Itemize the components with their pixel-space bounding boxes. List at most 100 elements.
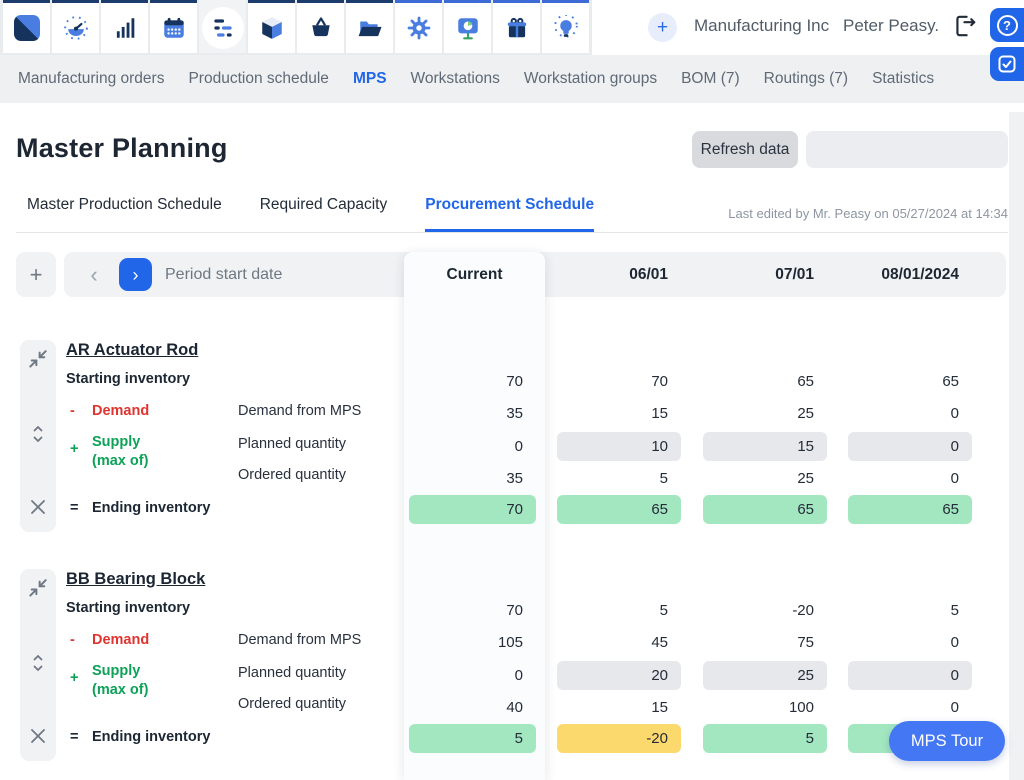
reorder-handle-icon[interactable] (26, 422, 50, 446)
remove-row-icon[interactable] (26, 496, 50, 520)
ordered-quantity-label: Ordered quantity (238, 467, 347, 483)
logout-icon[interactable] (951, 13, 979, 41)
demand-mps-value: 35 (506, 405, 523, 422)
app-tile-dashboard[interactable] (52, 0, 99, 53)
planned-quantity-label: Planned quantity (238, 665, 347, 681)
planned-quantity-input[interactable]: 15 (703, 432, 827, 461)
starting-inventory-label: Starting inventory (66, 371, 191, 387)
lightbulb-icon (553, 15, 579, 41)
collapse-icon[interactable] (26, 349, 50, 373)
tab-procurement-schedule[interactable]: Procurement Schedule (425, 196, 595, 232)
product-section-bb-bearing-block: BB Bearing Block Starting inventory - De… (0, 569, 1024, 764)
ordered-quantity-value: 35 (506, 470, 523, 487)
demand-mps-value: 0 (950, 405, 959, 422)
ending-inventory-cell: -20 (557, 724, 681, 753)
nav-statistics[interactable]: Statistics (872, 70, 935, 87)
ending-inventory-cell: 5 (409, 724, 536, 753)
nav-workstations[interactable]: Workstations (410, 70, 500, 87)
starting-inventory-value: -20 (792, 602, 814, 619)
starting-inventory-value: 5 (950, 602, 959, 619)
demand-from-mps-label: Demand from MPS (238, 403, 362, 419)
nav-routings[interactable]: Routings (7) (763, 70, 849, 87)
demand-mps-value: 0 (950, 634, 959, 651)
ordered-quantity-value: 5 (659, 470, 668, 487)
refresh-data-button[interactable]: Refresh data (692, 131, 798, 168)
previous-period-button[interactable]: ‹ (80, 258, 108, 291)
page-title: Master Planning (16, 133, 228, 163)
starting-inventory-value: 65 (942, 373, 959, 390)
tab-required-capacity[interactable]: Required Capacity (259, 196, 388, 213)
ending-inventory-label: Ending inventory (92, 500, 211, 516)
app-tile-statistics[interactable] (101, 0, 148, 53)
nav-manufacturing-orders[interactable]: Manufacturing orders (18, 70, 165, 87)
minus-sign: - (70, 403, 75, 419)
planned-quantity-input[interactable]: 0 (848, 432, 972, 461)
ending-inventory-cell: 65 (703, 495, 827, 524)
supply-label: Supply (max of) (92, 434, 149, 469)
demand-mps-value: 25 (797, 405, 814, 422)
add-product-button[interactable]: + (16, 252, 56, 297)
plus-sign: + (70, 441, 79, 457)
scrollbar-track[interactable] (1009, 112, 1024, 780)
row-tools-rail (20, 340, 56, 532)
app-tile-gift[interactable] (493, 0, 540, 53)
minus-sign: - (70, 632, 75, 648)
search-box (806, 131, 1024, 168)
planned-quantity-input[interactable]: 10 (557, 432, 681, 461)
tasks-button[interactable] (990, 47, 1024, 81)
add-workspace-button[interactable]: + (648, 13, 677, 42)
app-tile-stock[interactable] (248, 0, 295, 53)
plus-sign: + (70, 670, 79, 686)
reorder-handle-icon[interactable] (26, 651, 50, 675)
tab-master-production-schedule[interactable]: Master Production Schedule (27, 196, 222, 213)
question-mark-icon: ? (996, 14, 1018, 36)
ordered-quantity-value: 100 (788, 699, 814, 716)
nav-production-schedule[interactable]: Production schedule (188, 70, 329, 87)
search-input[interactable] (826, 131, 1024, 168)
collapse-icon[interactable] (26, 578, 50, 602)
planned-quantity-input[interactable]: 20 (557, 661, 681, 690)
mps-tour-button[interactable]: MPS Tour (889, 721, 1005, 761)
cube-icon (259, 15, 285, 41)
dashboard-gauge-icon (63, 15, 89, 41)
supply-label: Supply (max of) (92, 663, 149, 698)
app-tile-logo[interactable] (3, 0, 50, 53)
top-app-bar: + Manufacturing Inc Peter Peasy. (0, 0, 1024, 55)
next-period-button[interactable]: › (119, 258, 152, 291)
planned-quantity-value: 0 (514, 438, 523, 455)
remove-row-icon[interactable] (26, 725, 50, 749)
basket-icon (308, 15, 334, 41)
period-start-date-label: Period start date (165, 266, 283, 283)
nav-workstation-groups[interactable]: Workstation groups (523, 70, 658, 87)
product-section-ar-actuator-rod: AR Actuator Rod Starting inventory - Dem… (0, 340, 1024, 535)
starting-inventory-value: 5 (659, 602, 668, 619)
calendar-icon (161, 15, 187, 41)
planned-quantity-input[interactable]: 0 (848, 661, 972, 690)
app-tile-documents[interactable] (346, 0, 393, 53)
company-name[interactable]: Manufacturing Inc (694, 16, 830, 35)
app-tile-procurement[interactable] (297, 0, 344, 53)
tab-bar: Master Production Schedule Required Capa… (16, 196, 1008, 233)
equals-sign: = (70, 729, 79, 745)
folder-icon (357, 15, 383, 41)
product-name-link[interactable]: BB Bearing Block (66, 570, 206, 588)
app-tile-settings[interactable] (395, 0, 442, 53)
app-tile-mps[interactable] (199, 0, 246, 53)
column-header-0601: 06/01 (629, 266, 668, 283)
ordered-quantity-value: 0 (950, 470, 959, 487)
app-tile-calendar[interactable] (150, 0, 197, 53)
column-header-current: Current (446, 266, 503, 283)
planned-quantity-input[interactable]: 25 (703, 661, 827, 690)
nav-mps[interactable]: MPS (352, 70, 387, 87)
ending-inventory-cell: 65 (557, 495, 681, 524)
ending-inventory-cell: 70 (409, 495, 536, 524)
app-tile-reports[interactable] (444, 0, 491, 53)
user-menu[interactable]: Peter Peasy. (843, 16, 940, 35)
demand-mps-value: 45 (651, 634, 668, 651)
demand-label: Demand (92, 403, 150, 419)
product-name-link[interactable]: AR Actuator Rod (66, 341, 199, 359)
demand-label: Demand (92, 632, 150, 648)
nav-bom[interactable]: BOM (7) (681, 70, 740, 87)
help-button[interactable]: ? (990, 8, 1024, 42)
app-tile-ideas[interactable] (542, 0, 589, 53)
